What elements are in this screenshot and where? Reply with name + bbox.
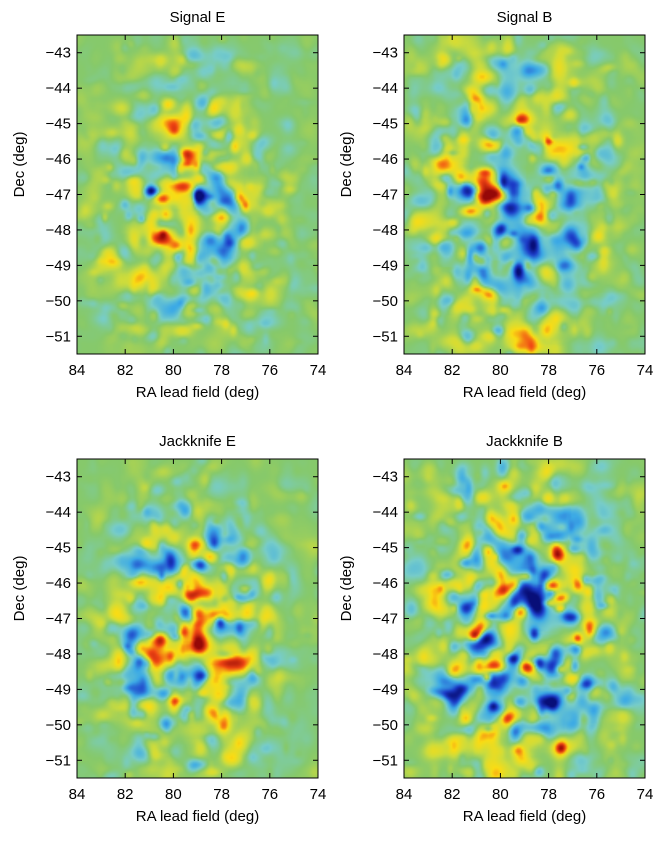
panel-signal-e: Signal E 84 82 80 78 76 74 −43 −44 −45 −46 −47 −48 −4… [0,0,328,423]
map-jackknife-b: Jackknife B 84 82 80 78 76 74 −43 −44 −45 −46 −47 −4… [338,433,654,825]
x-tick-label: 74 [310,362,327,379]
y-tick-label: −45 [373,116,398,133]
y-tick-label: −47 [373,611,398,628]
y-tick-label: −49 [373,257,398,274]
x-tick-label: 84 [396,786,413,803]
x-tick-label: 76 [261,362,278,379]
chart-title: Signal B [497,9,553,26]
y-axis-label: Dec (deg) [338,132,355,198]
y-tick-label: −47 [46,187,71,204]
y-tick-label: −45 [46,540,71,557]
x-axis-label: RA lead field (deg) [136,384,259,401]
panel-signal-b: Signal B 84 82 80 78 76 74 −43 −44 −45 −46 −47 −48 −4… [327,0,655,423]
y-tick-label: −47 [373,187,398,204]
y-tick-label: −44 [46,504,71,521]
x-tick-label: 80 [492,786,509,803]
y-tick-label: −43 [46,45,71,62]
y-tick-label: −46 [46,575,71,592]
x-tick-label: 78 [540,786,557,803]
y-tick-label: −45 [373,540,398,557]
y-tick-label: −44 [373,504,398,521]
y-tick-label: −46 [46,151,71,168]
heatmap-image [404,459,645,778]
y-tick-label: −51 [46,752,71,769]
x-tick-label: 78 [213,362,230,379]
y-tick-label: −50 [46,717,71,734]
y-tick-label: −50 [373,717,398,734]
y-axis-label: Dec (deg) [11,556,28,622]
x-tick-label: 80 [492,362,509,379]
y-tick-label: −44 [373,80,398,97]
y-tick-label: −49 [46,257,71,274]
y-tick-label: −43 [46,469,71,486]
heatmap-image [77,35,318,354]
y-axis-label: Dec (deg) [338,556,355,622]
y-tick-label: −51 [373,328,398,345]
x-axis-label: RA lead field (deg) [463,384,586,401]
y-tick-label: −45 [46,116,71,133]
y-axis-label: Dec (deg) [11,132,28,198]
map-signal-b: Signal B 84 82 80 78 76 74 −43 −44 −45 −46 −47 −48 −4… [338,9,654,401]
y-tick-label: −51 [373,752,398,769]
x-tick-label: 74 [637,362,654,379]
y-tick-label: −44 [46,80,71,97]
x-tick-label: 80 [165,362,182,379]
map-jackknife-e: Jackknife E 84 82 80 78 76 74 −43 −44 −45 −46 −47 −4… [11,433,327,825]
y-tick-label: −43 [373,469,398,486]
chart-title: Signal E [170,9,226,26]
chart-title: Jackknife E [159,433,236,450]
x-tick-label: 84 [396,362,413,379]
x-tick-label: 80 [165,786,182,803]
y-tick-label: −48 [46,222,71,239]
x-tick-label: 82 [444,362,461,379]
y-tick-label: −51 [46,328,71,345]
x-tick-label: 74 [637,786,654,803]
map-signal-e: Signal E 84 82 80 78 76 74 −43 −44 −45 −46 −47 −48 −4… [11,9,327,401]
y-tick-label: −49 [46,681,71,698]
x-tick-label: 82 [117,362,134,379]
y-tick-label: −46 [373,575,398,592]
y-tick-label: −48 [373,646,398,663]
y-tick-label: −49 [373,681,398,698]
x-tick-label: 76 [261,786,278,803]
x-tick-label: 76 [588,786,605,803]
x-axis-label: RA lead field (deg) [136,808,259,825]
chart-title: Jackknife B [486,433,563,450]
y-tick-label: −47 [46,611,71,628]
y-tick-label: −46 [373,151,398,168]
panel-jackknife-e: Jackknife E 84 82 80 78 76 74 −43 −44 −45 −46 −47 −4… [0,424,328,847]
x-axis-label: RA lead field (deg) [463,808,586,825]
y-tick-label: −50 [373,293,398,310]
x-tick-label: 78 [540,362,557,379]
x-tick-label: 82 [444,786,461,803]
y-tick-label: −48 [46,646,71,663]
y-tick-label: −43 [373,45,398,62]
heatmap-image [404,35,645,354]
x-tick-label: 74 [310,786,327,803]
y-tick-label: −50 [46,293,71,310]
x-tick-label: 78 [213,786,230,803]
x-tick-label: 84 [69,362,86,379]
x-tick-label: 76 [588,362,605,379]
heatmap-image [77,459,318,778]
y-tick-label: −48 [373,222,398,239]
panel-jackknife-b: Jackknife B 84 82 80 78 76 74 −43 −44 −45 −46 −47 −4… [327,424,655,847]
x-tick-label: 82 [117,786,134,803]
x-tick-label: 84 [69,786,86,803]
